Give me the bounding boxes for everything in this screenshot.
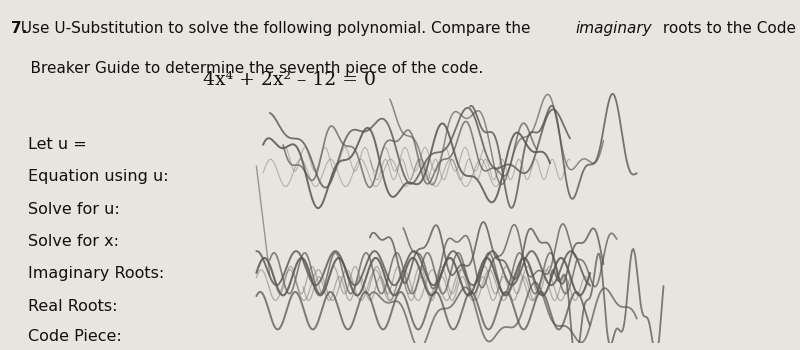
Text: Imaginary Roots:: Imaginary Roots: <box>28 266 164 281</box>
Text: Real Roots:: Real Roots: <box>28 299 118 314</box>
Text: Code Piece:: Code Piece: <box>28 329 122 344</box>
Text: 4x⁴ + 2x² – 12 = 0: 4x⁴ + 2x² – 12 = 0 <box>203 71 376 89</box>
Text: roots to the Code: roots to the Code <box>658 21 796 36</box>
Text: Equation using u:: Equation using u: <box>28 169 169 184</box>
Text: Use U-Substitution to solve the following polynomial. Compare the: Use U-Substitution to solve the followin… <box>11 21 536 36</box>
Text: Solve for u:: Solve for u: <box>28 202 120 217</box>
Text: 7.: 7. <box>11 21 28 36</box>
Text: Solve for x:: Solve for x: <box>28 234 119 249</box>
Text: Breaker Guide to determine the seventh piece of the code.: Breaker Guide to determine the seventh p… <box>11 61 484 76</box>
Text: Let u =: Let u = <box>28 137 87 152</box>
Text: imaginary: imaginary <box>576 21 653 36</box>
